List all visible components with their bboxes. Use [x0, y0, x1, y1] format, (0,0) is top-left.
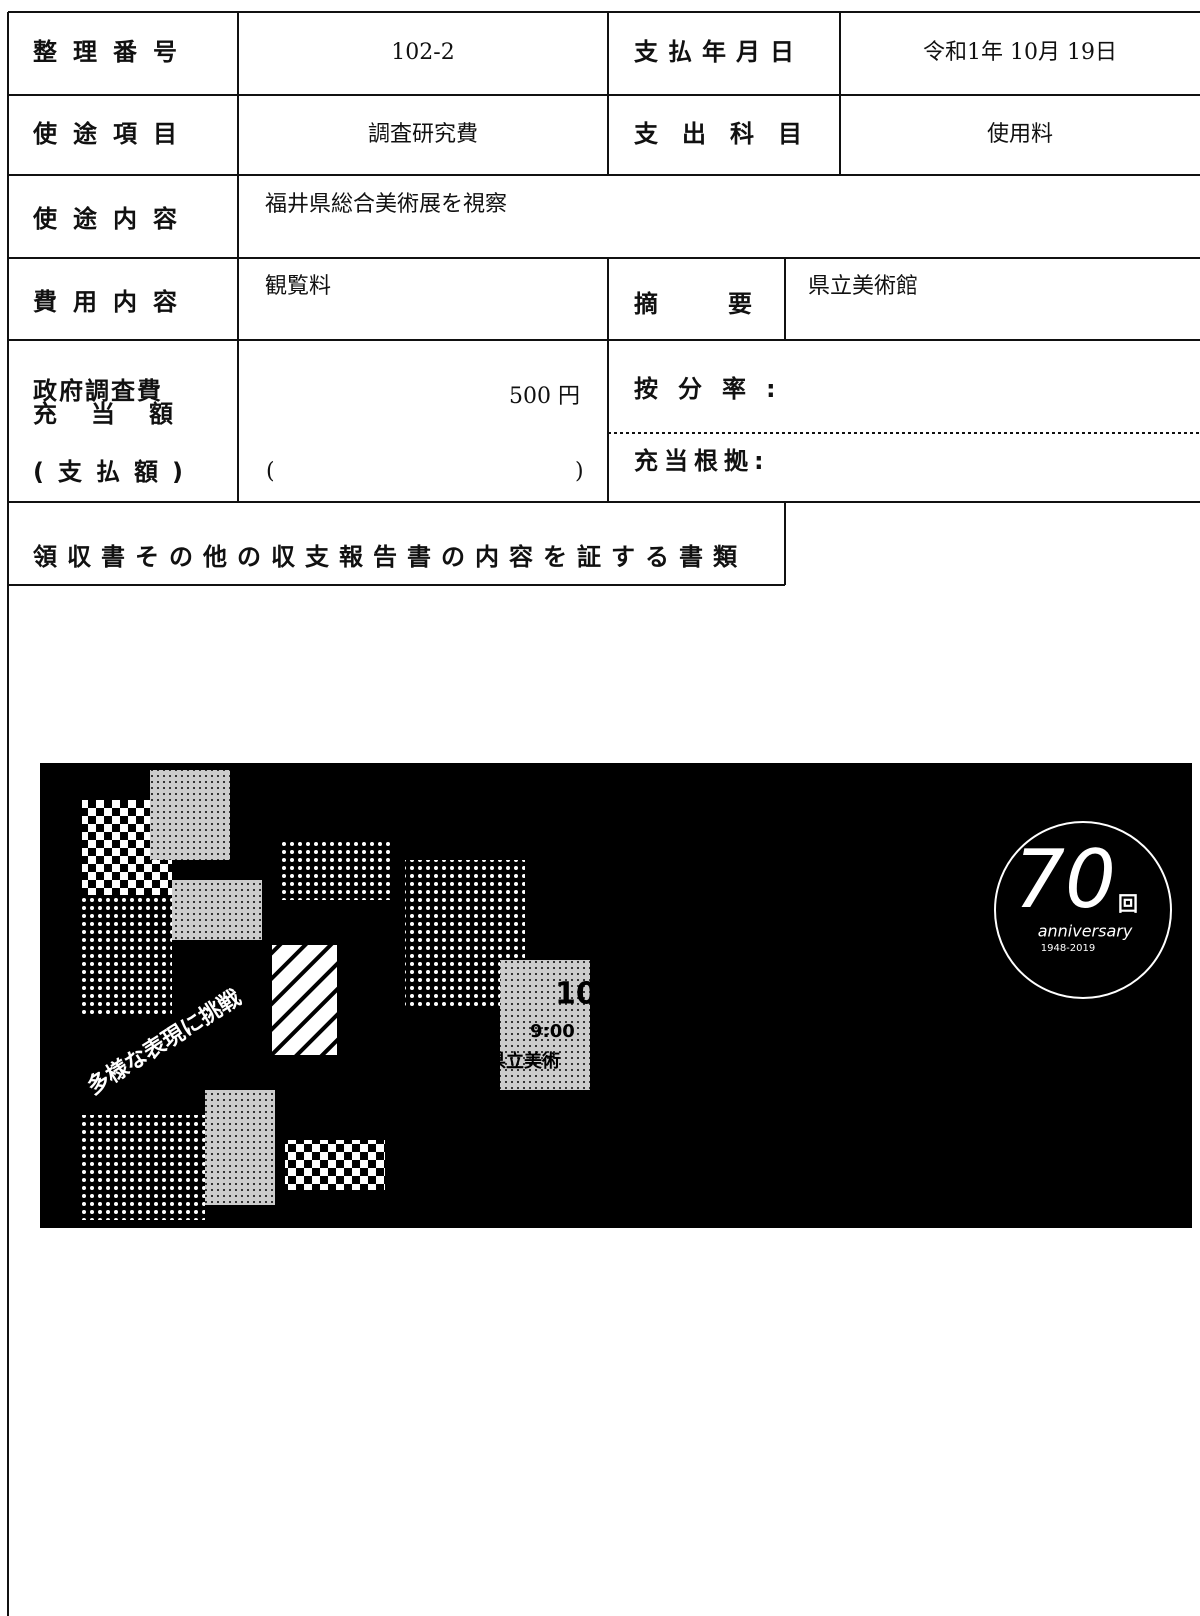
label: 按分率: [634, 375, 796, 403]
pattern [272, 945, 337, 1055]
pattern [285, 1140, 385, 1190]
logo-text: anniversary [1038, 922, 1133, 941]
value: 県立美術館 [808, 274, 918, 299]
label: 使途項目 [32, 120, 193, 148]
pattern [500, 960, 590, 1090]
label: 支出科目 [634, 120, 826, 148]
logo-number: 70 [1014, 833, 1116, 926]
logo-text: 1948-2019 [1041, 943, 1096, 954]
pattern [82, 895, 172, 1015]
pattern [205, 1090, 275, 1205]
label: 政府調査費 [33, 377, 163, 405]
form-grid [7, 11, 1200, 1616]
label: (支払額) [33, 458, 197, 486]
label: 費用内容 [33, 288, 193, 316]
ticket-text: 10 [555, 977, 597, 1012]
logo-ring [994, 821, 1172, 999]
label: 使途内容 [32, 205, 193, 233]
label: 充当根拠: [634, 447, 770, 475]
pattern [172, 880, 262, 940]
value: 福井県総合美術展を視察 [265, 192, 507, 217]
label: 支払年月日 [634, 38, 804, 66]
section-title: 領収書その他の収支報告書の内容を証する書類 [33, 543, 747, 571]
value: 使用料 [987, 122, 1053, 147]
pattern [150, 770, 230, 860]
value: 観覧料 [265, 274, 331, 299]
value: 102-2 [391, 40, 454, 65]
pattern [80, 1115, 205, 1220]
bracket: ( [266, 459, 275, 484]
amount: 500 円 [509, 384, 580, 409]
label: 整理番号 [33, 38, 193, 66]
logo-text: 回 [1118, 892, 1138, 916]
label: 摘要 [634, 290, 822, 318]
value: 令和1年 10月 19日 [923, 40, 1117, 65]
ticket-text: 井県立美術 [470, 1050, 560, 1072]
label: 充当額 [33, 400, 207, 428]
ticket-text: 9:00 [530, 1021, 575, 1042]
value: 調査研究費 [368, 122, 478, 147]
bracket: ) [575, 459, 584, 484]
pattern [280, 840, 390, 900]
ticket-image: 多様な表現に挑戦 10 9:00 井県立美術 70 回 anniversary … [40, 763, 1192, 1228]
